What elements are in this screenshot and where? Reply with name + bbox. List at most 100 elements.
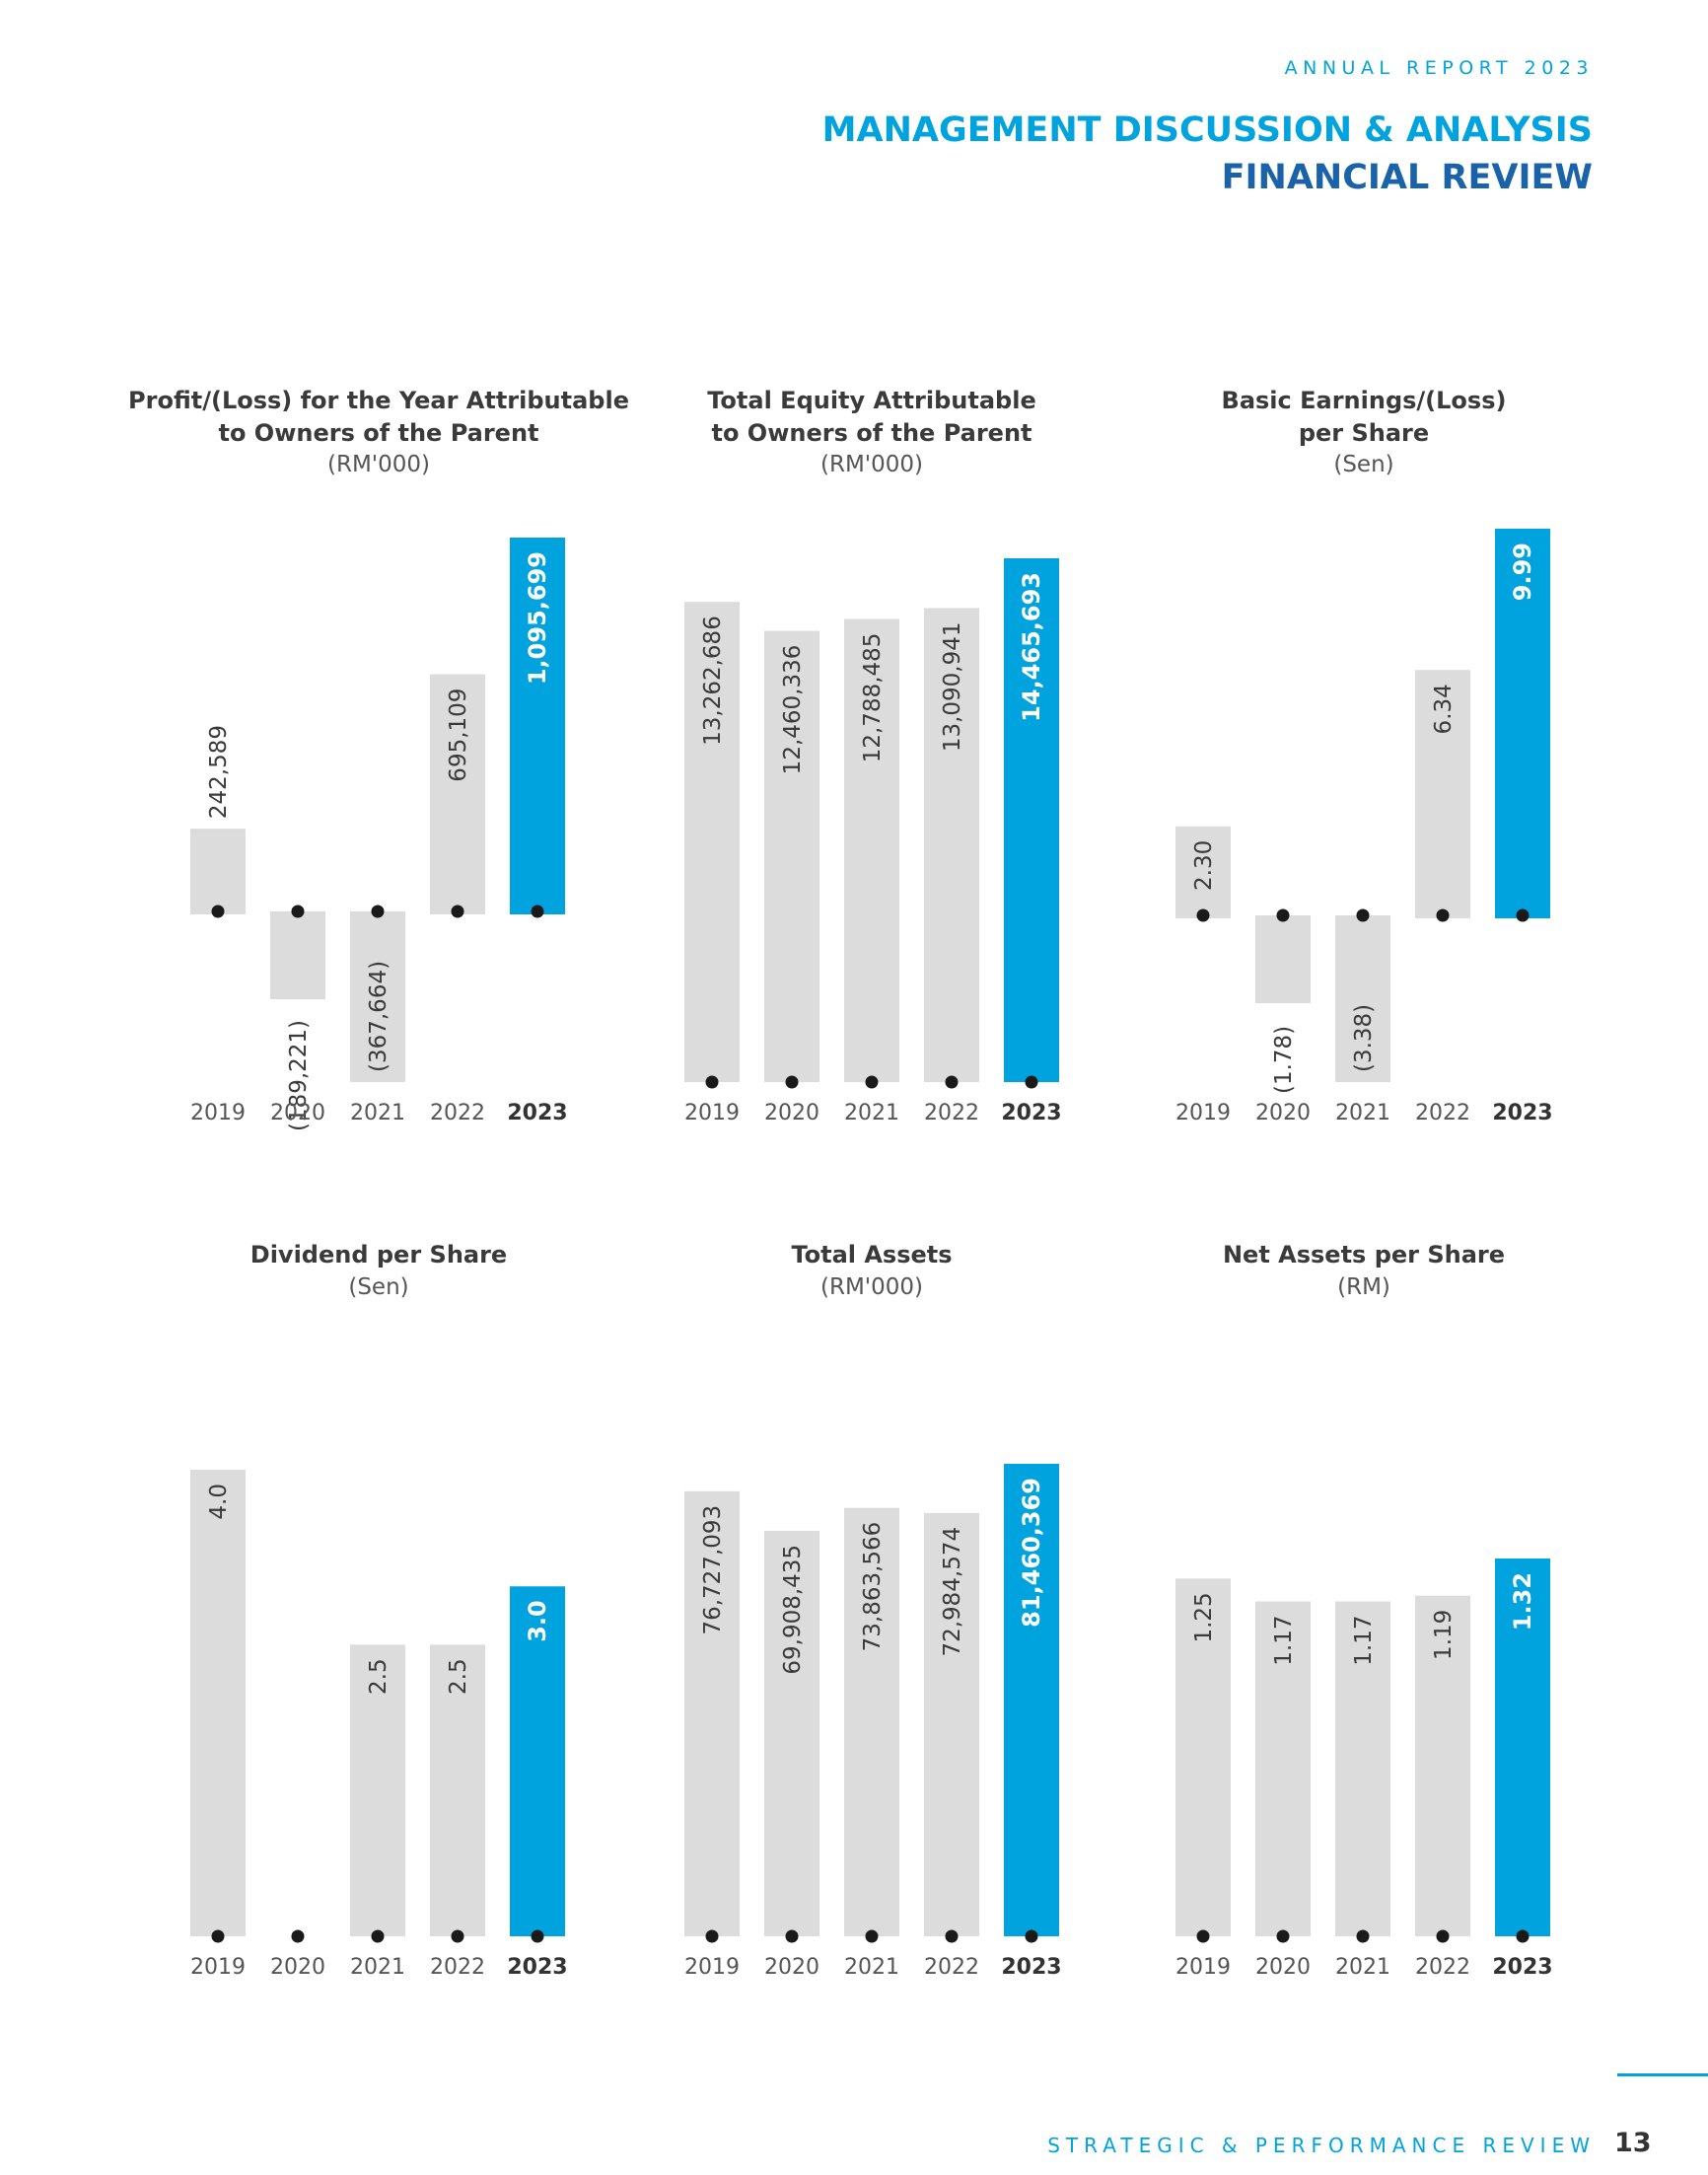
baseline-dot-2020 (1276, 1929, 1290, 1943)
value-label-2020: 12,460,336 (780, 645, 806, 775)
bar-2022 (924, 608, 979, 1082)
chart-unit-nav: (RM) (1337, 1274, 1390, 1300)
chart-title-assets: Total Assets (615, 1239, 1128, 1271)
year-label-2019: 2019 (190, 1955, 246, 1980)
year-label-2020: 2020 (270, 1955, 325, 1980)
chart-title-line1: Total Assets (791, 1241, 953, 1269)
year-label-2020: 2020 (1255, 1101, 1311, 1125)
value-label-2019: 1.25 (1191, 1592, 1217, 1642)
value-label-2019: 13,262,686 (700, 616, 726, 746)
year-label-2021: 2021 (844, 1101, 899, 1125)
chart-unit-eps: (Sen) (1333, 452, 1394, 477)
year-label-2021: 2021 (844, 1955, 899, 1980)
page-title: MANAGEMENT DISCUSSION & ANALYSIS (821, 110, 1593, 150)
year-label-2019: 2019 (1175, 1101, 1231, 1125)
bar-2021 (350, 911, 405, 1082)
chart-title-line2: to Owners of the Parent (711, 419, 1032, 447)
bar-2022 (430, 1644, 485, 1936)
year-label-2019: 2019 (684, 1101, 740, 1125)
baseline-dot-2021 (865, 1075, 879, 1089)
chart-title-dividend: Dividend per Share (122, 1239, 635, 1271)
chart-title-line2: to Owners of the Parent (218, 419, 539, 447)
year-label-2023: 2023 (507, 1955, 567, 1980)
bar-2023 (1004, 1464, 1059, 1936)
baseline-dot-2022 (945, 1929, 959, 1943)
baseline-dot-2021 (371, 1929, 385, 1943)
bar-2020 (270, 911, 325, 1000)
baseline-dot-2023 (1025, 1929, 1038, 1943)
value-label-2021: (367,664) (366, 961, 391, 1072)
baseline-dot-2019 (1196, 1929, 1210, 1943)
chart-title-line1: Profit/(Loss) for the Year Attributable (128, 387, 629, 414)
bar-2022 (1415, 1595, 1470, 1936)
value-label-2023: 14,465,693 (1018, 572, 1045, 722)
year-label-2022: 2022 (924, 1955, 979, 1980)
year-label-2020: 2020 (764, 1955, 819, 1980)
chart-title-line1: Net Assets per Share (1222, 1241, 1506, 1269)
year-label-2023: 2023 (1492, 1101, 1552, 1125)
value-label-2020: (1.78) (1271, 1026, 1297, 1094)
year-label-2022: 2022 (924, 1101, 979, 1125)
year-label-2021: 2021 (350, 1101, 405, 1125)
bar-2019 (1175, 826, 1231, 918)
value-label-2019: 242,589 (206, 725, 232, 819)
chart-title-eps: Basic Earnings/(Loss) per Share (1107, 385, 1620, 450)
chart-unit-equity: (RM'000) (820, 452, 923, 477)
value-label-2023: 3.0 (524, 1600, 551, 1642)
baseline-dot-2022 (451, 905, 464, 918)
bar-2022 (924, 1512, 979, 1936)
year-label-2019: 2019 (1175, 1955, 1231, 1980)
baseline-dot-2022 (451, 1929, 464, 1943)
year-label-2023: 2023 (507, 1101, 567, 1125)
value-label-2021: 2.5 (366, 1658, 391, 1695)
bar-2020 (1255, 1601, 1311, 1936)
baseline-dot-2021 (865, 1929, 879, 1943)
year-label-2022: 2022 (1415, 1955, 1470, 1980)
bar-2022 (430, 674, 485, 914)
bar-2020 (764, 1530, 819, 1936)
baseline-dot-2023 (531, 905, 544, 918)
year-label-2023: 2023 (1001, 1955, 1061, 1980)
baseline-dot-2020 (291, 905, 305, 918)
baseline-dot-2023 (1516, 1929, 1530, 1943)
bar-2019 (1175, 1578, 1231, 1936)
bar-2019 (684, 602, 740, 1082)
year-label-2021: 2021 (1335, 1955, 1390, 1980)
baseline-dot-2021 (1356, 908, 1370, 922)
value-label-2023: 1,095,699 (524, 551, 551, 685)
baseline-dot-2021 (1356, 1929, 1370, 1943)
bar-2021 (844, 618, 899, 1082)
bar-2023 (1004, 558, 1059, 1082)
baseline-dot-2022 (945, 1075, 959, 1089)
bar-2019 (190, 1470, 246, 1936)
bar-2021 (1335, 1601, 1390, 1936)
value-label-2020: 69,908,435 (780, 1545, 806, 1675)
baseline-dot-2023 (1516, 908, 1530, 922)
year-label-2021: 2021 (350, 1955, 405, 1980)
page-number: 13 (1614, 2128, 1652, 2158)
year-label-2020: 2020 (1255, 1955, 1311, 1980)
chart-unit-profit: (RM'000) (327, 452, 430, 477)
baseline-dot-2021 (371, 905, 385, 918)
year-label-2020: 2020 (270, 1101, 325, 1125)
value-label-2021: (3.38) (1351, 1004, 1377, 1072)
value-label-2022: 6.34 (1431, 684, 1457, 734)
bar-2021 (844, 1507, 899, 1936)
baseline-dot-2019 (211, 905, 225, 918)
bar-2022 (1415, 670, 1470, 918)
bar-2021 (350, 1644, 405, 1936)
baseline-dot-2020 (785, 1075, 799, 1089)
value-label-2022: 72,984,574 (940, 1527, 965, 1657)
page-subtitle: FINANCIAL REVIEW (1221, 158, 1593, 197)
value-label-2023: 1.32 (1509, 1572, 1536, 1631)
bar-2023 (1495, 1559, 1550, 1936)
bar-2019 (684, 1490, 740, 1936)
bar-2023 (510, 1586, 565, 1936)
value-label-2023: 81,460,369 (1018, 1478, 1045, 1628)
chart-title-line1: Total Equity Attributable (707, 387, 1036, 414)
report-label: ANNUAL REPORT 2023 (1284, 57, 1594, 79)
year-label-2022: 2022 (1415, 1101, 1470, 1125)
year-label-2020: 2020 (764, 1101, 819, 1125)
year-label-2023: 2023 (1001, 1101, 1061, 1125)
